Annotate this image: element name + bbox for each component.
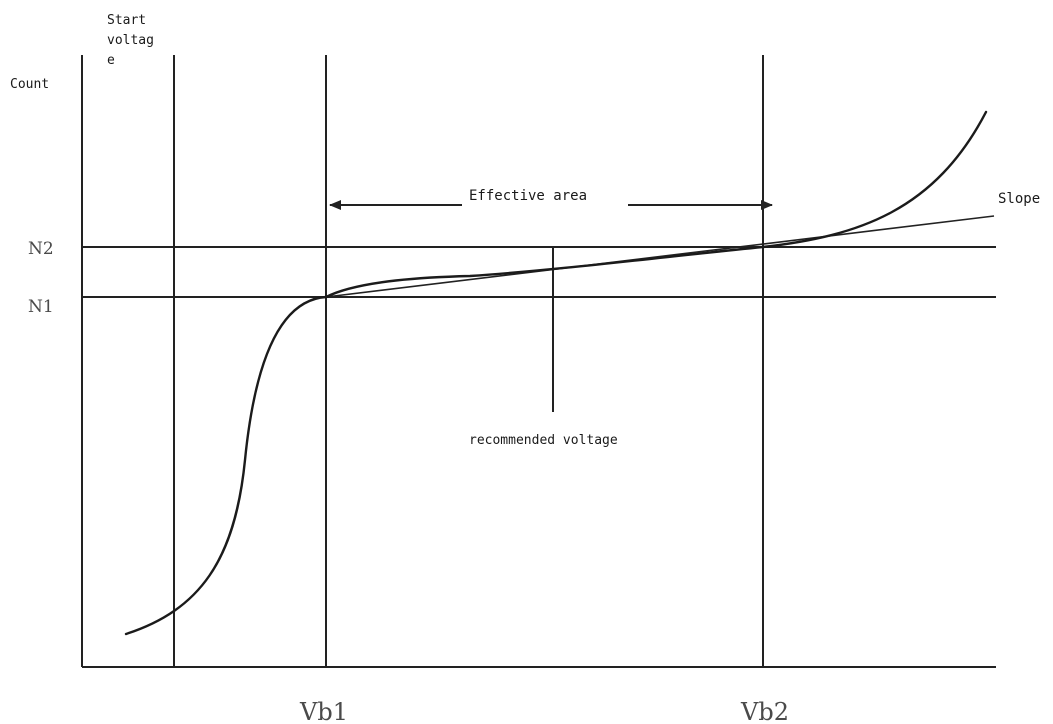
vb2-label: Vb2 — [740, 698, 789, 724]
start-voltage-label-1: Start — [107, 13, 146, 28]
y-axis-label: Count — [10, 77, 49, 92]
slope-line — [325, 215, 995, 298]
start-voltage-label-3: e — [107, 53, 115, 68]
start-voltage-label-2: voltag — [107, 33, 154, 48]
n1-label: N1 — [28, 297, 54, 317]
effective-area-label: Effective area — [469, 188, 587, 204]
recommended-voltage-label: recommended voltage — [469, 433, 618, 448]
slope-label: Slope — [998, 191, 1040, 207]
n2-label: N2 — [28, 239, 54, 259]
vb1-label: Vb1 — [299, 698, 348, 724]
counting-curve — [124, 110, 988, 636]
